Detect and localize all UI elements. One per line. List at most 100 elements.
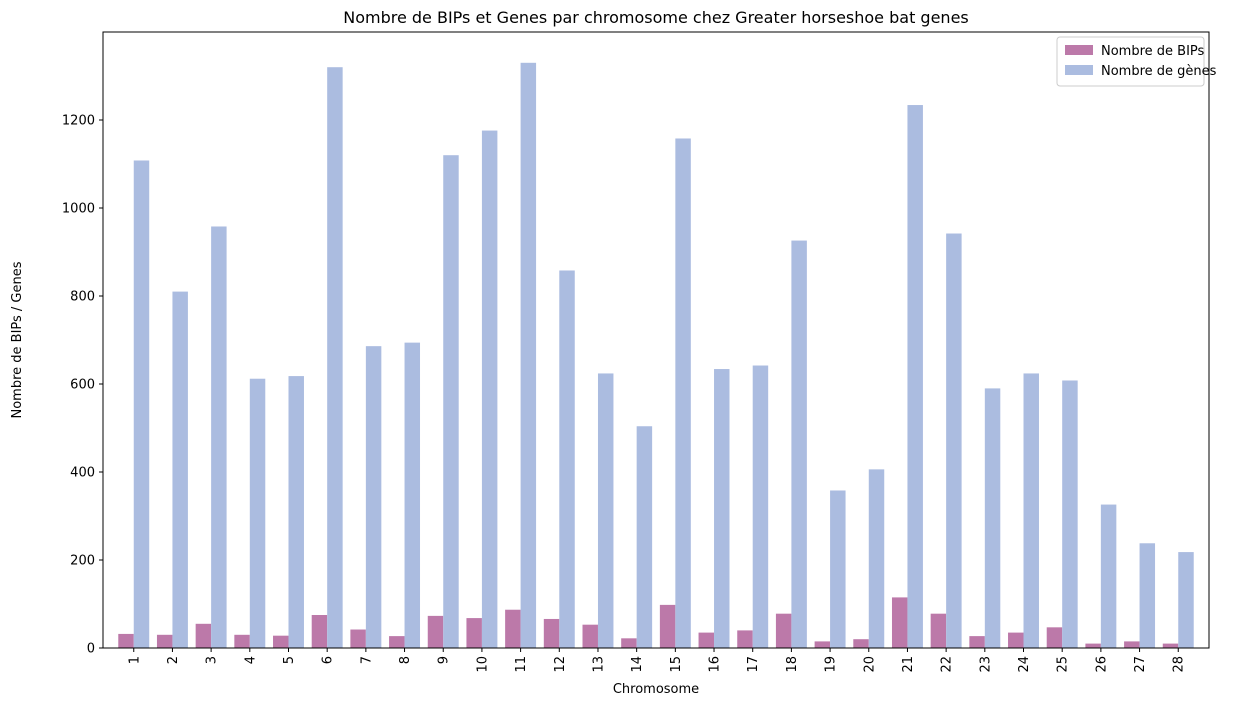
bar-bips-chr-10 [466, 618, 482, 648]
bar-genes-chr-21 [907, 105, 923, 649]
x-tick-label-chr-14: 14 [630, 656, 645, 673]
bar-genes-chr-4 [249, 378, 266, 648]
bar-bips-chr-3 [195, 623, 212, 648]
x-tick-label-chr-6: 6 [321, 656, 336, 664]
bar-bips-chr-6 [311, 615, 328, 648]
bar-genes-chr-7 [365, 346, 382, 648]
x-tick-label-chr-24: 24 [1017, 656, 1032, 673]
x-tick-label-chr-19: 19 [824, 656, 839, 673]
bar-genes-chr-19 [830, 490, 846, 648]
bar-genes-chr-5 [288, 376, 304, 648]
bar-genes-chr-14 [636, 426, 653, 648]
x-tick-label-chr-25: 25 [1056, 656, 1071, 673]
y-tick-label: 1000 [62, 202, 95, 217]
bar-bips-chr-2 [156, 634, 173, 648]
x-tick-label-chr-2: 2 [166, 656, 181, 664]
x-tick-label-chr-12: 12 [553, 656, 568, 673]
bar-genes-chr-20 [868, 469, 885, 648]
x-tick-label-chr-20: 20 [862, 656, 877, 673]
bar-genes-chr-9 [443, 155, 459, 648]
x-tick-label-chr-8: 8 [398, 656, 413, 664]
y-tick-label: 400 [70, 466, 95, 481]
bar-genes-chr-26 [1100, 504, 1117, 648]
bar-bips-chr-11 [505, 609, 521, 648]
x-tick-label-chr-21: 21 [901, 656, 916, 673]
bar-bips-chr-22 [930, 613, 947, 648]
bar-genes-chr-22 [946, 233, 962, 648]
x-tick-label-chr-27: 27 [1133, 656, 1148, 673]
bars-layer [118, 62, 1194, 649]
bar-genes-chr-17 [752, 365, 769, 648]
bar-bips-chr-15 [659, 604, 676, 648]
bar-bips-chr-17 [737, 630, 753, 648]
bar-genes-chr-13 [597, 373, 614, 648]
bar-genes-chr-12 [559, 270, 575, 648]
bar-bips-chr-27 [1124, 641, 1140, 648]
bar-genes-chr-3 [211, 226, 227, 649]
x-axis: 1 2 3 4 5 6 7 8 9 10 11 12 13 14 15 16 17 18 19 20 21 22 23 24 2… [127, 648, 1187, 673]
y-tick-label: 200 [70, 554, 95, 569]
x-tick-label-chr-26: 26 [1094, 656, 1109, 673]
x-tick-label-chr-22: 22 [940, 656, 955, 673]
y-tick-label: 600 [70, 378, 95, 393]
bar-genes-chr-1 [133, 160, 150, 649]
x-tick-label-chr-4: 4 [243, 656, 258, 664]
bar-bips-chr-25 [1046, 627, 1063, 648]
legend-swatch-genes [1065, 65, 1093, 75]
x-tick-label-chr-17: 17 [746, 656, 761, 673]
bar-genes-chr-25 [1062, 380, 1078, 648]
bar-bips-chr-16 [698, 632, 715, 648]
bar-bips-chr-8 [389, 636, 405, 648]
x-tick-label-chr-9: 9 [437, 656, 452, 664]
legend: Nombre de BIPs Nombre de gènes [1056, 36, 1217, 87]
bar-genes-chr-16 [714, 369, 730, 648]
x-tick-label-chr-11: 11 [514, 656, 529, 673]
bar-genes-chr-18 [791, 240, 807, 648]
bar-genes-chr-15 [675, 138, 691, 649]
y-axis-label: Nombre de BIPs / Genes [10, 261, 25, 418]
x-tick-label-chr-23: 23 [978, 656, 993, 673]
x-tick-label-chr-13: 13 [591, 656, 606, 673]
bar-bips-chr-13 [582, 624, 598, 648]
x-tick-label-chr-18: 18 [785, 656, 800, 673]
x-tick-label-chr-16: 16 [708, 656, 723, 673]
y-tick-label: 800 [70, 290, 95, 305]
bar-bips-chr-9 [427, 615, 444, 648]
bar-bips-chr-19 [814, 641, 831, 648]
bar-genes-chr-10 [481, 130, 498, 648]
x-tick-label-chr-10: 10 [475, 656, 490, 673]
x-axis-label: Chromosome [613, 682, 699, 697]
bar-genes-chr-23 [984, 388, 1001, 648]
y-tick-label: 1200 [62, 114, 95, 129]
y-tick-label: 0 [87, 642, 95, 657]
chart-title: Nombre de BIPs et Genes par chromosome c… [343, 8, 969, 27]
bar-bips-chr-18 [775, 613, 792, 648]
bar-bips-chr-7 [350, 629, 366, 648]
x-tick-label-chr-7: 7 [359, 656, 374, 664]
bar-genes-chr-6 [327, 67, 343, 648]
bar-genes-chr-27 [1139, 543, 1156, 648]
bar-bips-chr-23 [969, 636, 985, 648]
bar-bips-chr-26 [1085, 643, 1101, 648]
bar-genes-chr-2 [172, 291, 188, 648]
legend-box [1056, 36, 1205, 87]
bar-bips-chr-14 [621, 638, 637, 648]
bar-bips-chr-28 [1162, 643, 1179, 648]
bar-genes-chr-28 [1178, 552, 1194, 648]
x-tick-label-chr-1: 1 [127, 656, 142, 664]
x-tick-label-chr-28: 28 [1172, 656, 1187, 673]
bar-bips-chr-1 [118, 633, 134, 648]
bar-genes-chr-11 [520, 62, 537, 649]
y-axis: 0 200 400 600 800 1000 1200 [62, 114, 103, 657]
bar-bips-chr-12 [543, 618, 560, 648]
bar-bips-chr-24 [1008, 632, 1024, 648]
bar-bips-chr-5 [273, 635, 289, 648]
legend-label-bips: Nombre de BIPs [1101, 44, 1205, 59]
bar-bips-chr-21 [891, 597, 908, 648]
bar-bips-chr-20 [853, 639, 869, 648]
x-tick-label-chr-3: 3 [205, 656, 220, 664]
legend-swatch-bips [1065, 45, 1093, 55]
plot-frame [102, 31, 1210, 649]
x-tick-label-chr-15: 15 [669, 656, 684, 673]
